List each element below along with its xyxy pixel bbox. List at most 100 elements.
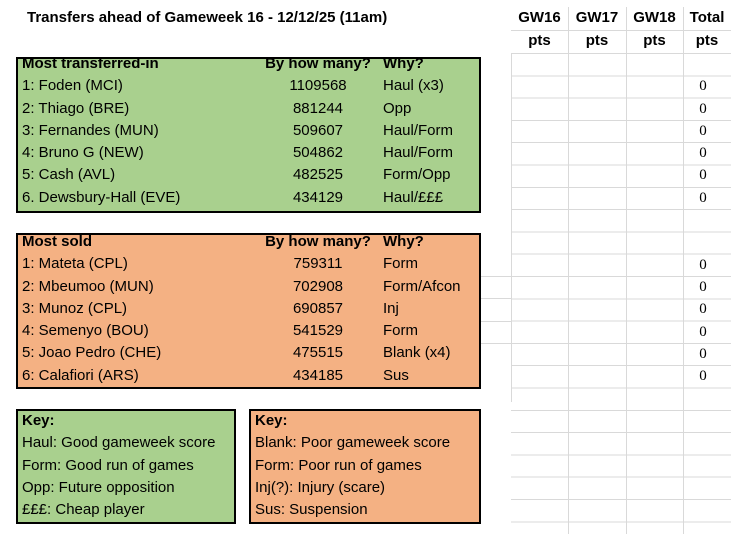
transfers-out-header-row: Most sold By how many? Why? [18, 231, 479, 253]
why-cell: Blank (x4) [383, 344, 451, 362]
why-cell: Opp [383, 99, 412, 117]
key-in-rows: Key: Haul: Good gameweek score Form: Goo… [18, 410, 234, 521]
grid-vline-2 [626, 7, 627, 534]
table-header-count: By how many? [265, 233, 371, 250]
table-row: 2: Thiago (BRE) 881244 Opp [18, 98, 479, 120]
player-cell: 2: Mbeumoo (MUN) [22, 277, 154, 295]
count-cell: 434185 [292, 366, 344, 384]
grid-vline-1 [568, 7, 569, 534]
why-cell: Haul/£££ [383, 188, 444, 206]
key-item: Opp: Future opposition [22, 478, 175, 496]
table-header-title: Most sold [22, 233, 92, 250]
count-cell: 690857 [292, 299, 344, 317]
table-row: 4: Semenyo (BOU) 541529 Form [18, 320, 479, 342]
key-item: Blank: Poor gameweek score [255, 434, 451, 452]
count-cell: 475515 [292, 344, 344, 362]
total-points-cell: 0 [699, 189, 707, 206]
player-cell: 2: Thiago (BRE) [22, 99, 130, 117]
gw18-pts-label: pts [643, 32, 666, 49]
grid-hline-seg-4 [481, 343, 511, 344]
why-cell: Form [383, 322, 418, 340]
player-cell: 3: Munoz (CPL) [22, 299, 128, 317]
count-cell: 1109568 [289, 77, 347, 95]
grid-horizontal-lines [511, 53, 731, 523]
key-title: Key: [22, 412, 55, 429]
count-cell: 482525 [292, 166, 344, 184]
player-cell: 4: Bruno G (NEW) [22, 144, 144, 162]
total-points-cell: 0 [699, 122, 707, 139]
grid-hline-seg-3 [481, 321, 511, 322]
player-cell: 5: Joao Pedro (CHE) [22, 344, 162, 362]
table-row: 4: Bruno G (NEW) 504862 Haul/Form [18, 142, 479, 164]
total-pts-label: pts [695, 32, 719, 49]
player-cell: 6: Calafiori (ARS) [22, 366, 139, 384]
count-cell: 541529 [292, 322, 344, 340]
why-cell: Inj [383, 299, 399, 317]
player-cell: 6. Dewsbury-Hall (EVE) [22, 188, 181, 206]
total-points-cell: 0 [699, 78, 707, 95]
total-points-cell: 0 [699, 368, 707, 385]
totals-out-column: 0 0 0 0 0 0 [683, 254, 723, 388]
key-title: Key: [255, 412, 288, 429]
totals-in-column: 0 0 0 0 0 0 [683, 75, 723, 209]
table-header-count: By how many? [265, 55, 371, 72]
count-cell: 759311 [293, 255, 343, 273]
gw16-pts-label: pts [528, 32, 551, 49]
total-points-cell: 0 [699, 323, 707, 340]
count-cell: 504862 [292, 144, 344, 162]
why-cell: Haul (x3) [383, 77, 444, 95]
page-title: Transfers ahead of Gameweek 16 - 12/12/2… [27, 9, 388, 26]
grid-hline-seg-1 [481, 276, 511, 277]
count-cell: 434129 [292, 188, 344, 206]
key-item: Form: Good run of games [22, 456, 194, 474]
gw18-header: GW18 [633, 9, 676, 26]
transfers-out-rows: Most sold By how many? Why? 1: Mateta (C… [18, 231, 479, 387]
gw17-header: GW17 [575, 9, 619, 26]
grid-vline-0 [511, 53, 512, 402]
grid-vline-3 [683, 7, 684, 534]
table-row: 3: Fernandes (MUN) 509607 Haul/Form [18, 120, 479, 142]
player-cell: 1: Foden (MCI) [22, 77, 123, 95]
grid-hline-seg-2 [481, 298, 511, 299]
why-cell: Sus [383, 366, 409, 384]
key-item: Sus: Suspension [255, 501, 368, 519]
why-cell: Form/Opp [383, 166, 451, 184]
table-header-why: Why? [383, 233, 424, 250]
why-cell: Haul/Form [383, 144, 454, 162]
total-points-cell: 0 [699, 145, 707, 162]
player-cell: 1: Mateta (CPL) [22, 255, 128, 273]
key-item: Haul: Good gameweek score [22, 434, 216, 452]
table-header-why: Why? [383, 55, 424, 72]
total-points-cell: 0 [699, 167, 707, 184]
why-cell: Haul/Form [383, 121, 454, 139]
player-cell: 5: Cash (AVL) [22, 166, 116, 184]
key-out-rows: Key: Blank: Poor gameweek score Form: Po… [251, 410, 479, 521]
gw17-pts-label: pts [585, 32, 609, 49]
count-cell: 702908 [292, 277, 344, 295]
total-points-cell: 0 [699, 345, 707, 362]
key-out-box: Key: Blank: Poor gameweek score Form: Po… [249, 409, 481, 524]
total-header: Total [689, 9, 725, 26]
table-row: 5: Joao Pedro (CHE) 475515 Blank (x4) [18, 342, 479, 364]
table-row: 2: Mbeumoo (MUN) 702908 Form/Afcon [18, 276, 479, 298]
player-cell: 4: Semenyo (BOU) [22, 322, 149, 340]
gw16-header: GW16 [518, 9, 561, 26]
player-cell: 3: Fernandes (MUN) [22, 121, 159, 139]
key-in-box: Key: Haul: Good gameweek score Form: Goo… [16, 409, 236, 524]
why-cell: Form [383, 255, 418, 273]
total-points-cell: 0 [699, 301, 707, 318]
transfers-in-header-row: Most transferred-in By how many? Why? [18, 53, 479, 75]
table-row: 3: Munoz (CPL) 690857 Inj [18, 298, 479, 320]
count-cell: 881244 [292, 99, 344, 117]
table-row: 5: Cash (AVL) 482525 Form/Opp [18, 164, 479, 186]
total-points-cell: 0 [699, 256, 707, 273]
table-row: 6: Calafiori (ARS) 434185 Sus [18, 365, 479, 387]
key-item: £££: Cheap player [22, 501, 145, 519]
table-row: 1: Foden (MCI) 1109568 Haul (x3) [18, 75, 479, 97]
count-cell: 509607 [292, 121, 344, 139]
transfers-in-rows: Most transferred-in By how many? Why? 1:… [18, 53, 479, 209]
total-points-cell: 0 [699, 278, 707, 295]
key-item: Inj(?): Injury (scare) [255, 478, 386, 496]
grid-hline-header [511, 30, 731, 31]
